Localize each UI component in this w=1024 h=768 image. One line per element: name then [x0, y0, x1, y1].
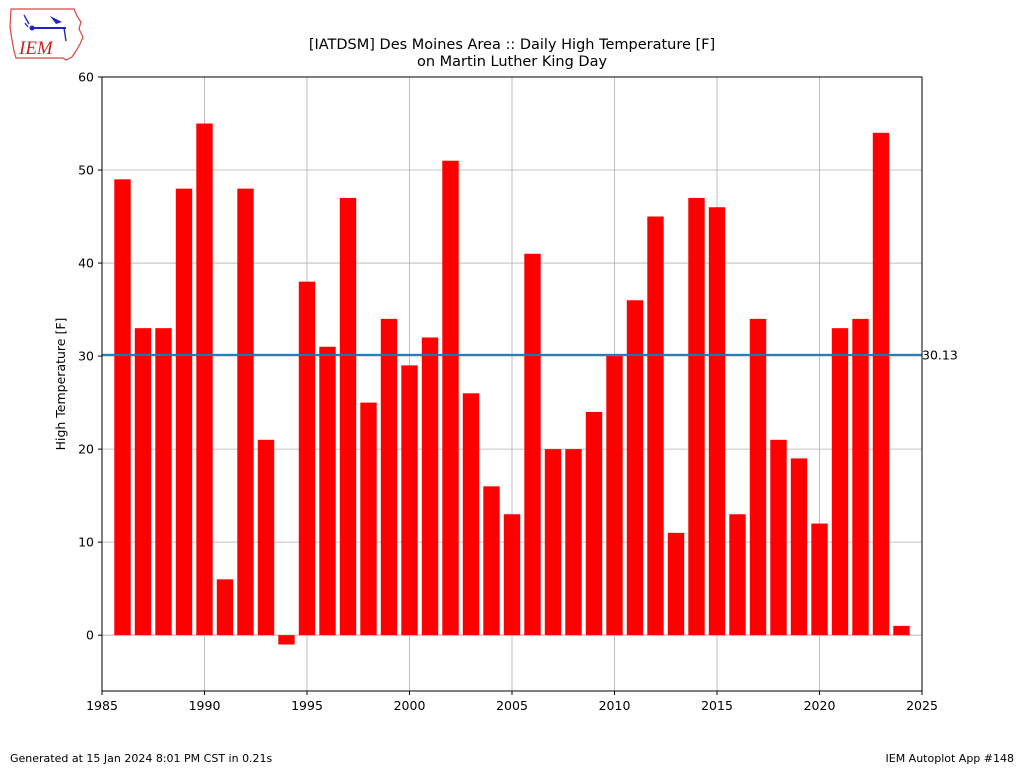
bar-2012 [647, 216, 664, 636]
bar-2013 [667, 532, 685, 636]
x-tick-label: 2015 [701, 698, 733, 713]
average-label: 30.13 [922, 347, 958, 362]
bar-2022 [852, 318, 869, 636]
x-tick-label: 1995 [291, 698, 323, 713]
y-tick-label: 0 [86, 628, 94, 643]
x-tick-label: 1990 [189, 698, 221, 713]
y-tick-label: 40 [78, 256, 94, 271]
generated-timestamp: Generated at 15 Jan 2024 8:01 PM CST in … [10, 752, 273, 765]
y-axis-label: High Temperature [F] [53, 318, 68, 451]
bar-2017 [749, 318, 767, 636]
bar-1990 [196, 123, 213, 636]
bar-1994 [278, 635, 295, 645]
bar-2014 [688, 197, 705, 636]
iem-iowa-logo-icon: IEM [9, 8, 84, 61]
bar-2019 [790, 458, 808, 636]
x-tick-label: 2025 [906, 698, 938, 713]
bar-1995 [298, 281, 316, 636]
bar-2010 [606, 356, 623, 636]
x-tick-label: 2005 [496, 698, 528, 713]
bar-2004 [483, 486, 500, 636]
bar-2020 [811, 523, 828, 636]
x-tick-label: 2000 [394, 698, 426, 713]
bar-1996 [319, 346, 336, 636]
bar-2018 [770, 439, 787, 636]
bar-2015 [708, 207, 726, 636]
bar-1998 [360, 402, 377, 636]
average-line-group: 30.13 [102, 347, 958, 362]
x-tick-label: 1985 [86, 698, 118, 713]
bar-1986 [114, 179, 131, 636]
y-tick-label: 30 [78, 349, 94, 364]
bar-1997 [339, 197, 357, 636]
bar-2024 [893, 625, 910, 636]
bar-2016 [729, 514, 746, 636]
bar-1992 [237, 188, 254, 636]
bar-2005 [503, 514, 521, 636]
x-tick-label: 2020 [804, 698, 836, 713]
bar-1988 [155, 328, 172, 636]
axis-ticks: 1985 1990 1995 2000 2005 2010 2015 2020 2025 0 10 2… [78, 70, 938, 714]
chart-title: [IATDSM] Des Moines Area :: Daily High T… [308, 37, 716, 53]
x-tick-label: 2010 [599, 698, 631, 713]
chart-subtitle: on Martin Luther King Day [416, 54, 608, 70]
bar-1989 [175, 188, 193, 636]
bar-2023 [872, 132, 890, 636]
bar-series [114, 123, 910, 645]
y-tick-label: 10 [78, 535, 94, 550]
bar-2021 [831, 328, 849, 636]
bar-2001 [421, 337, 439, 636]
bar-2009 [585, 411, 603, 636]
y-tick-label: 50 [78, 163, 94, 178]
bar-1993 [257, 439, 275, 636]
iem-logo: IEM [8, 7, 86, 65]
bar-1987 [134, 328, 152, 636]
y-tick-label: 20 [78, 442, 94, 457]
bar-2000 [401, 365, 418, 636]
bar-1999 [380, 318, 398, 636]
bar-2008 [565, 449, 582, 636]
bar-2011 [626, 300, 644, 636]
bar-2002 [442, 160, 459, 636]
bar-1991 [216, 579, 234, 636]
y-tick-label: 60 [78, 70, 94, 85]
app-id-label: IEM Autoplot App #148 [885, 752, 1015, 765]
bar-2007 [544, 449, 562, 636]
bar-2003 [462, 393, 480, 636]
bar-2006 [524, 253, 541, 636]
logo-text: IEM [18, 38, 54, 59]
